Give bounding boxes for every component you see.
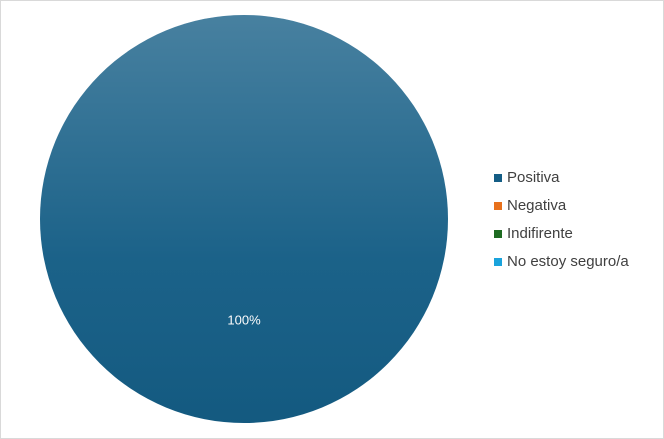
legend: Positiva Negativa Indifirente No estoy segu… (494, 169, 629, 270)
pie: 100% (40, 15, 448, 423)
legend-swatch (494, 202, 502, 210)
legend-swatch (494, 174, 502, 182)
legend-swatch (494, 230, 502, 238)
legend-label: Positiva (507, 169, 560, 186)
pie-slice (40, 15, 448, 423)
legend-label: Negativa (507, 197, 567, 214)
legend-label: Indifirente (507, 225, 573, 242)
legend-swatch (494, 258, 502, 266)
data-label: 100% (227, 312, 261, 327)
legend-label: No estoy seguro/a (507, 253, 629, 270)
